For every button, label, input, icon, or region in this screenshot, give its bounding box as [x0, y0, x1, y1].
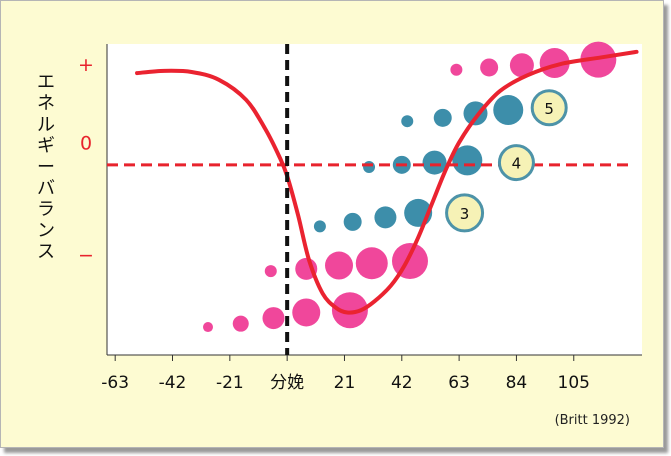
y-axis-title-char: バ: [37, 178, 55, 199]
data-bubble: [232, 315, 249, 332]
data-bubble: [262, 307, 285, 330]
data-bubble: [450, 63, 463, 76]
data-bubble: [331, 292, 368, 329]
x-tick-label: -42: [159, 373, 187, 393]
data-bubble: [493, 95, 524, 126]
source-citation: (Britt 1992): [555, 413, 630, 428]
data-bubble: [509, 53, 534, 78]
x-tick-label: -63: [101, 373, 129, 393]
x-tick-label: 分娩: [270, 373, 304, 393]
labeled-bubble-text: 5: [544, 100, 554, 118]
x-tick-label: 105: [558, 373, 590, 393]
data-bubble: [452, 145, 483, 176]
data-bubble: [374, 206, 397, 229]
labeled-bubble-text: 4: [512, 155, 522, 173]
x-tick-label: 63: [448, 373, 470, 393]
plot-area: [107, 44, 642, 355]
y-tick-label: +: [78, 54, 94, 76]
y-axis-title-char: ル: [37, 114, 55, 135]
x-tick-label: -21: [216, 373, 244, 393]
data-bubble: [363, 161, 376, 174]
y-axis-title-char: ン: [37, 220, 55, 241]
data-bubble: [433, 108, 452, 127]
x-tick-label: 42: [391, 373, 413, 393]
x-tick-label: 21: [334, 373, 356, 393]
labeled-bubble-text: 3: [460, 205, 470, 223]
x-tick-label: 84: [506, 373, 528, 393]
labeled-bubble: [530, 89, 568, 127]
data-bubble: [480, 58, 499, 77]
data-bubble: [325, 251, 354, 280]
data-bubble: [422, 150, 447, 175]
y-tick-label: −: [78, 244, 94, 266]
energy-balance-curve: [135, 49, 639, 315]
y-axis-title-char: ス: [37, 242, 55, 263]
y-axis-title-char: ギ: [37, 136, 55, 157]
y-tick-label: 0: [80, 132, 92, 154]
data-bubble: [313, 220, 326, 233]
labeled-bubble: [445, 193, 485, 233]
data-bubble: [355, 247, 388, 280]
data-bubble: [539, 48, 570, 79]
labeled-bubble: [497, 144, 535, 182]
y-axis-title-char: ネ: [37, 93, 55, 114]
data-bubble: [401, 115, 414, 128]
data-bubble: [202, 322, 213, 333]
y-axis-title-char: ー: [37, 157, 55, 178]
y-axis-title-char: エ: [37, 72, 55, 93]
data-bubble: [343, 212, 362, 231]
data-bubble: [264, 265, 277, 278]
y-axis-title-char: ラ: [37, 199, 55, 220]
data-bubble: [292, 298, 321, 327]
